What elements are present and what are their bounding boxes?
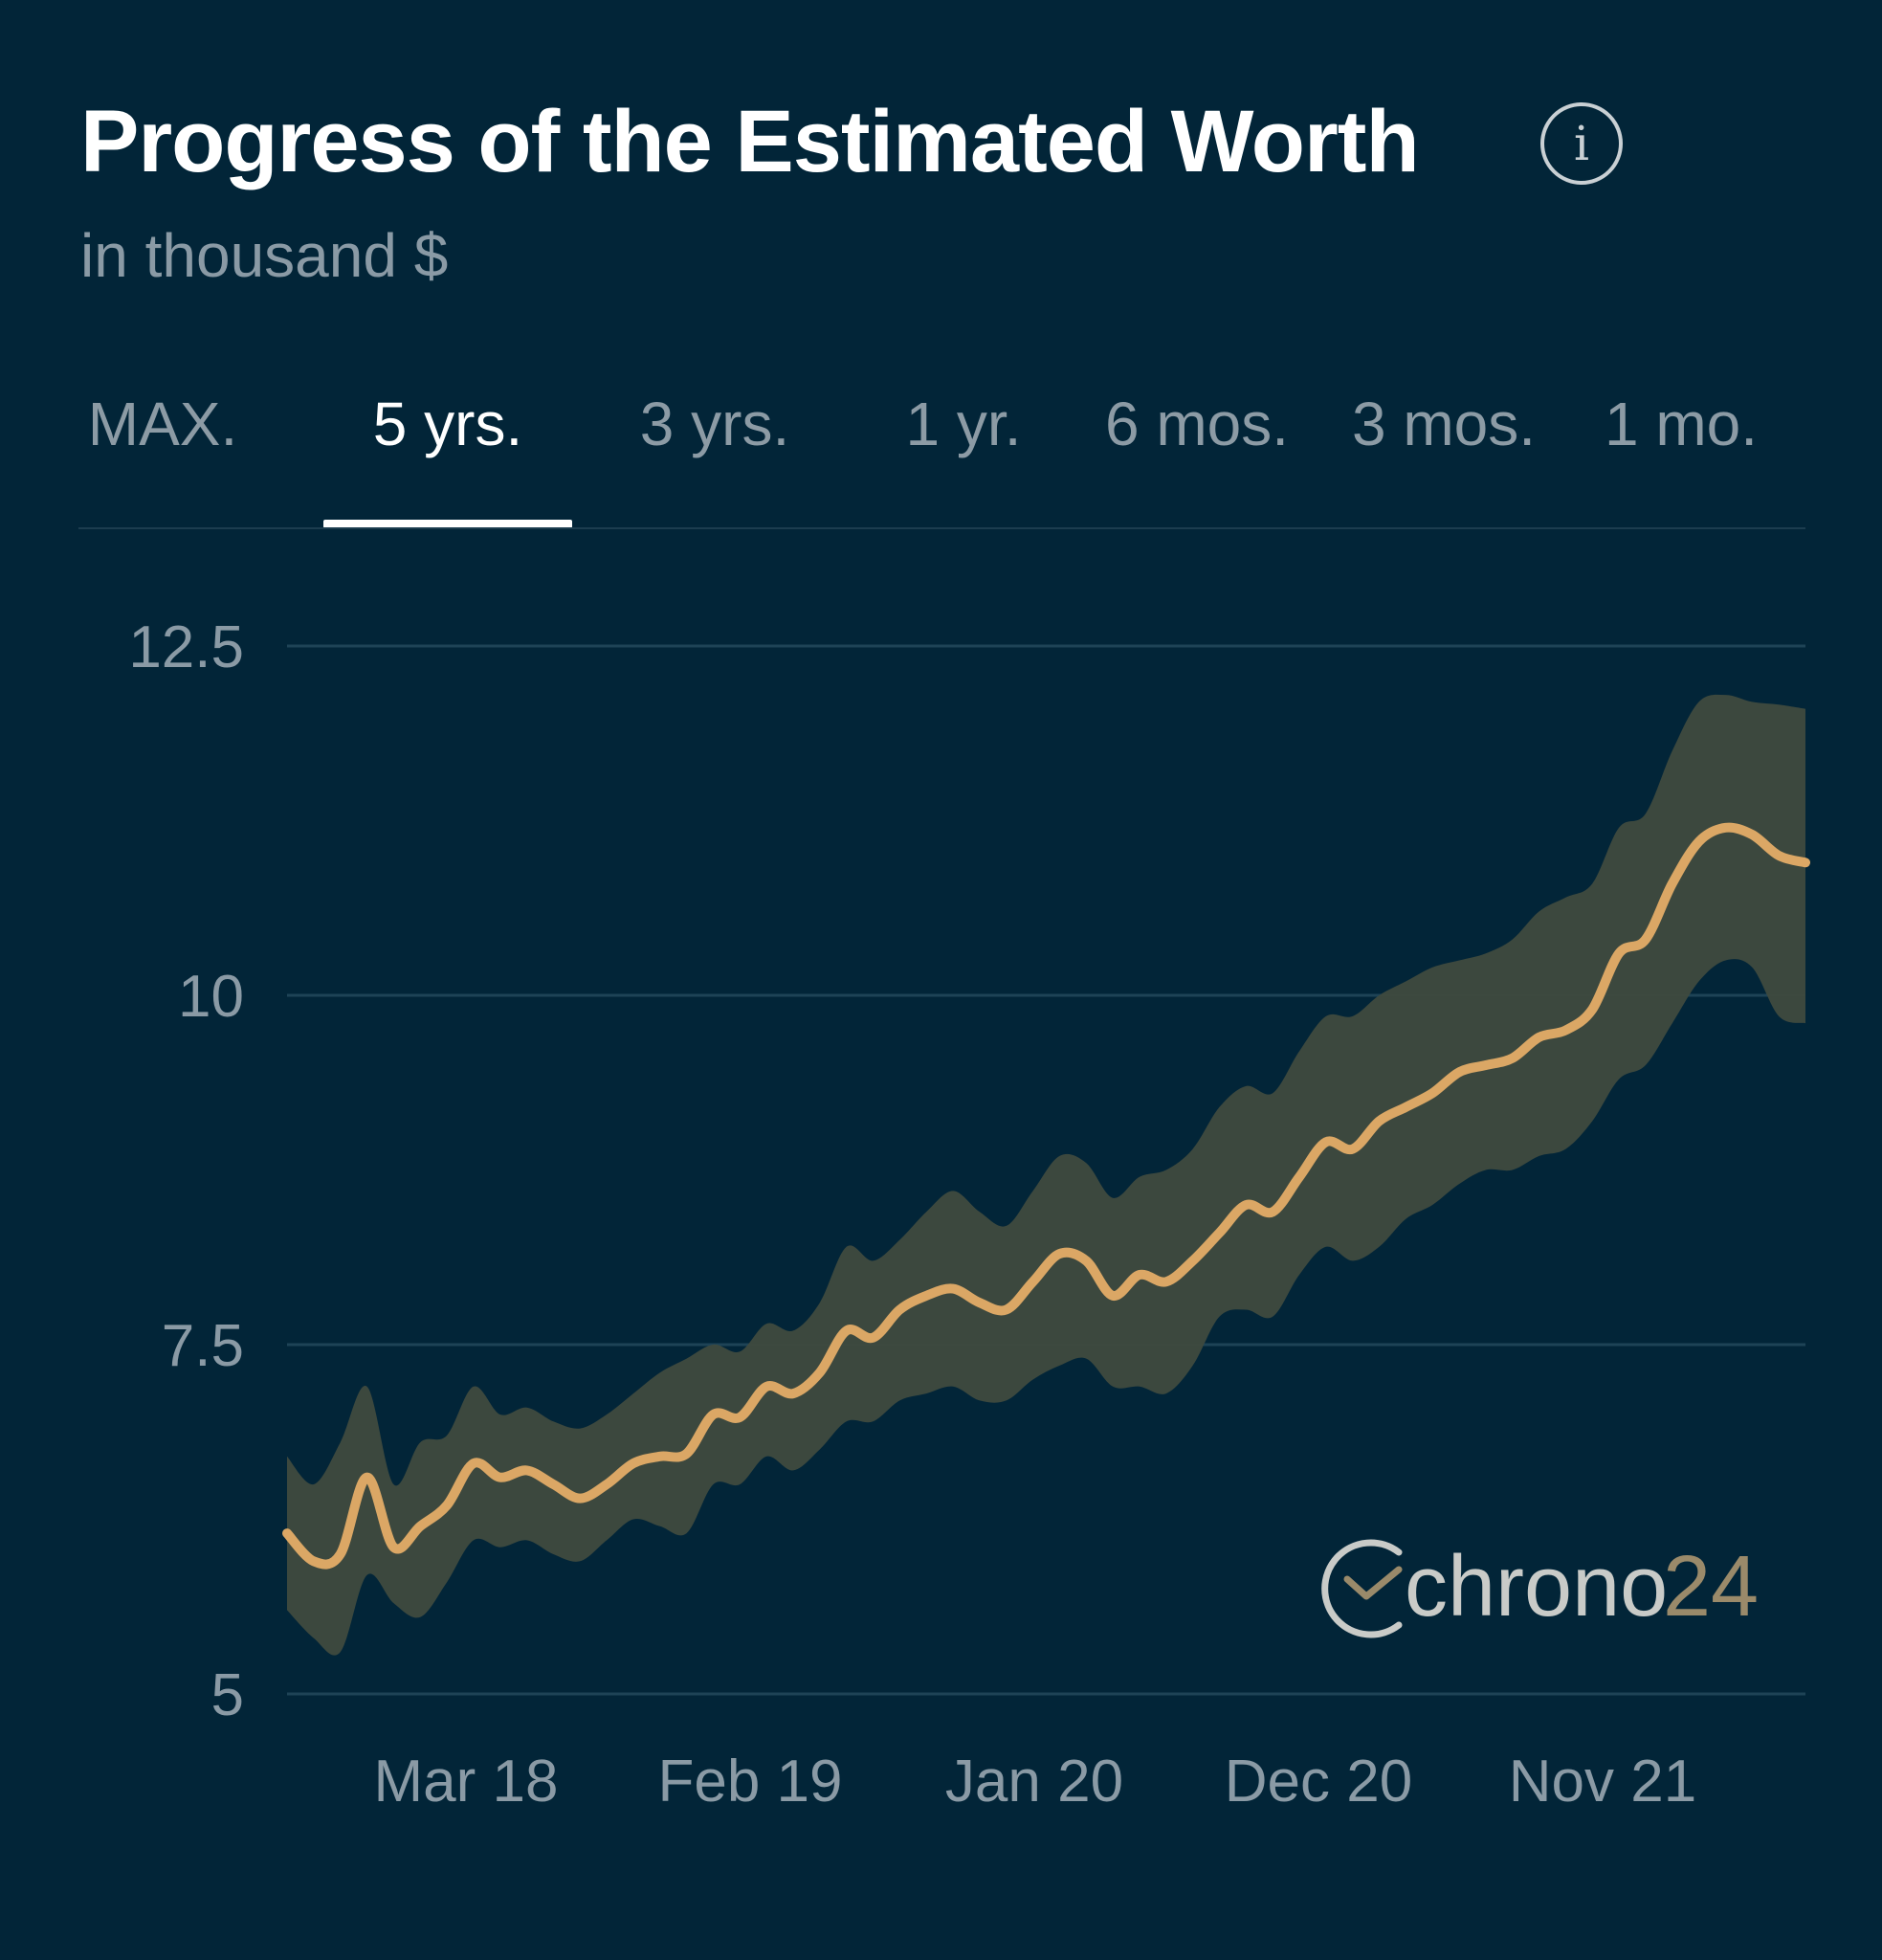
y-tick-label: 5 bbox=[211, 1662, 244, 1728]
y-axis: 5 7.5 10 12.5 bbox=[128, 614, 244, 1728]
watermark-brand-number: 24 bbox=[1663, 1539, 1759, 1635]
estimate-series-line bbox=[282, 822, 1810, 1570]
tab-3-years[interactable]: 3 yrs. bbox=[639, 390, 790, 458]
chart-subtitle: in thousand $ bbox=[80, 221, 449, 290]
tab-1-month[interactable]: 1 mo. bbox=[1604, 390, 1759, 458]
tab-6-months[interactable]: 6 mos. bbox=[1104, 390, 1290, 458]
tabs-divider bbox=[78, 527, 1805, 529]
title-row: Progress of the Estimated Worth bbox=[80, 92, 1420, 192]
worth-chart[interactable]: 5 7.5 10 12.5 Mar 18 Feb 19 Jan 20 Dec 20 Nov 2… bbox=[0, 574, 1882, 1838]
x-tick-label: Dec 20 bbox=[1225, 1748, 1412, 1815]
y-tick-label: 7.5 bbox=[162, 1313, 244, 1379]
tab-3-months[interactable]: 3 mos. bbox=[1351, 390, 1537, 458]
info-icon[interactable]: i bbox=[1540, 102, 1623, 185]
active-tab-indicator bbox=[323, 520, 572, 528]
x-tick-label: Mar 18 bbox=[374, 1748, 559, 1815]
tab-5-years[interactable]: 5 yrs. bbox=[372, 390, 523, 458]
y-tick-label: 12.5 bbox=[128, 614, 244, 680]
x-tick-label: Jan 20 bbox=[945, 1748, 1123, 1815]
tab-1-year[interactable]: 1 yr. bbox=[905, 390, 1022, 458]
value-range-band bbox=[287, 694, 1805, 1656]
x-tick-label: Feb 19 bbox=[657, 1748, 842, 1815]
x-tick-label: Nov 21 bbox=[1509, 1748, 1696, 1815]
y-tick-label: 10 bbox=[178, 964, 244, 1030]
watermark-brand-text: chrono bbox=[1405, 1539, 1668, 1635]
range-band-area bbox=[287, 694, 1805, 1656]
tab-max[interactable]: MAX. bbox=[87, 390, 238, 458]
clock-check-icon bbox=[1321, 1539, 1403, 1638]
estimate-line bbox=[282, 822, 1810, 1570]
x-axis: Mar 18 Feb 19 Jan 20 Dec 20 Nov 21 bbox=[374, 1748, 1697, 1815]
time-range-tabs: MAX. 5 yrs. 3 yrs. 1 yr. 6 mos. 3 mos. 1… bbox=[78, 362, 1805, 529]
chart-title: Progress of the Estimated Worth bbox=[80, 93, 1420, 190]
chrono24-watermark: chrono 24 bbox=[1321, 1539, 1759, 1638]
